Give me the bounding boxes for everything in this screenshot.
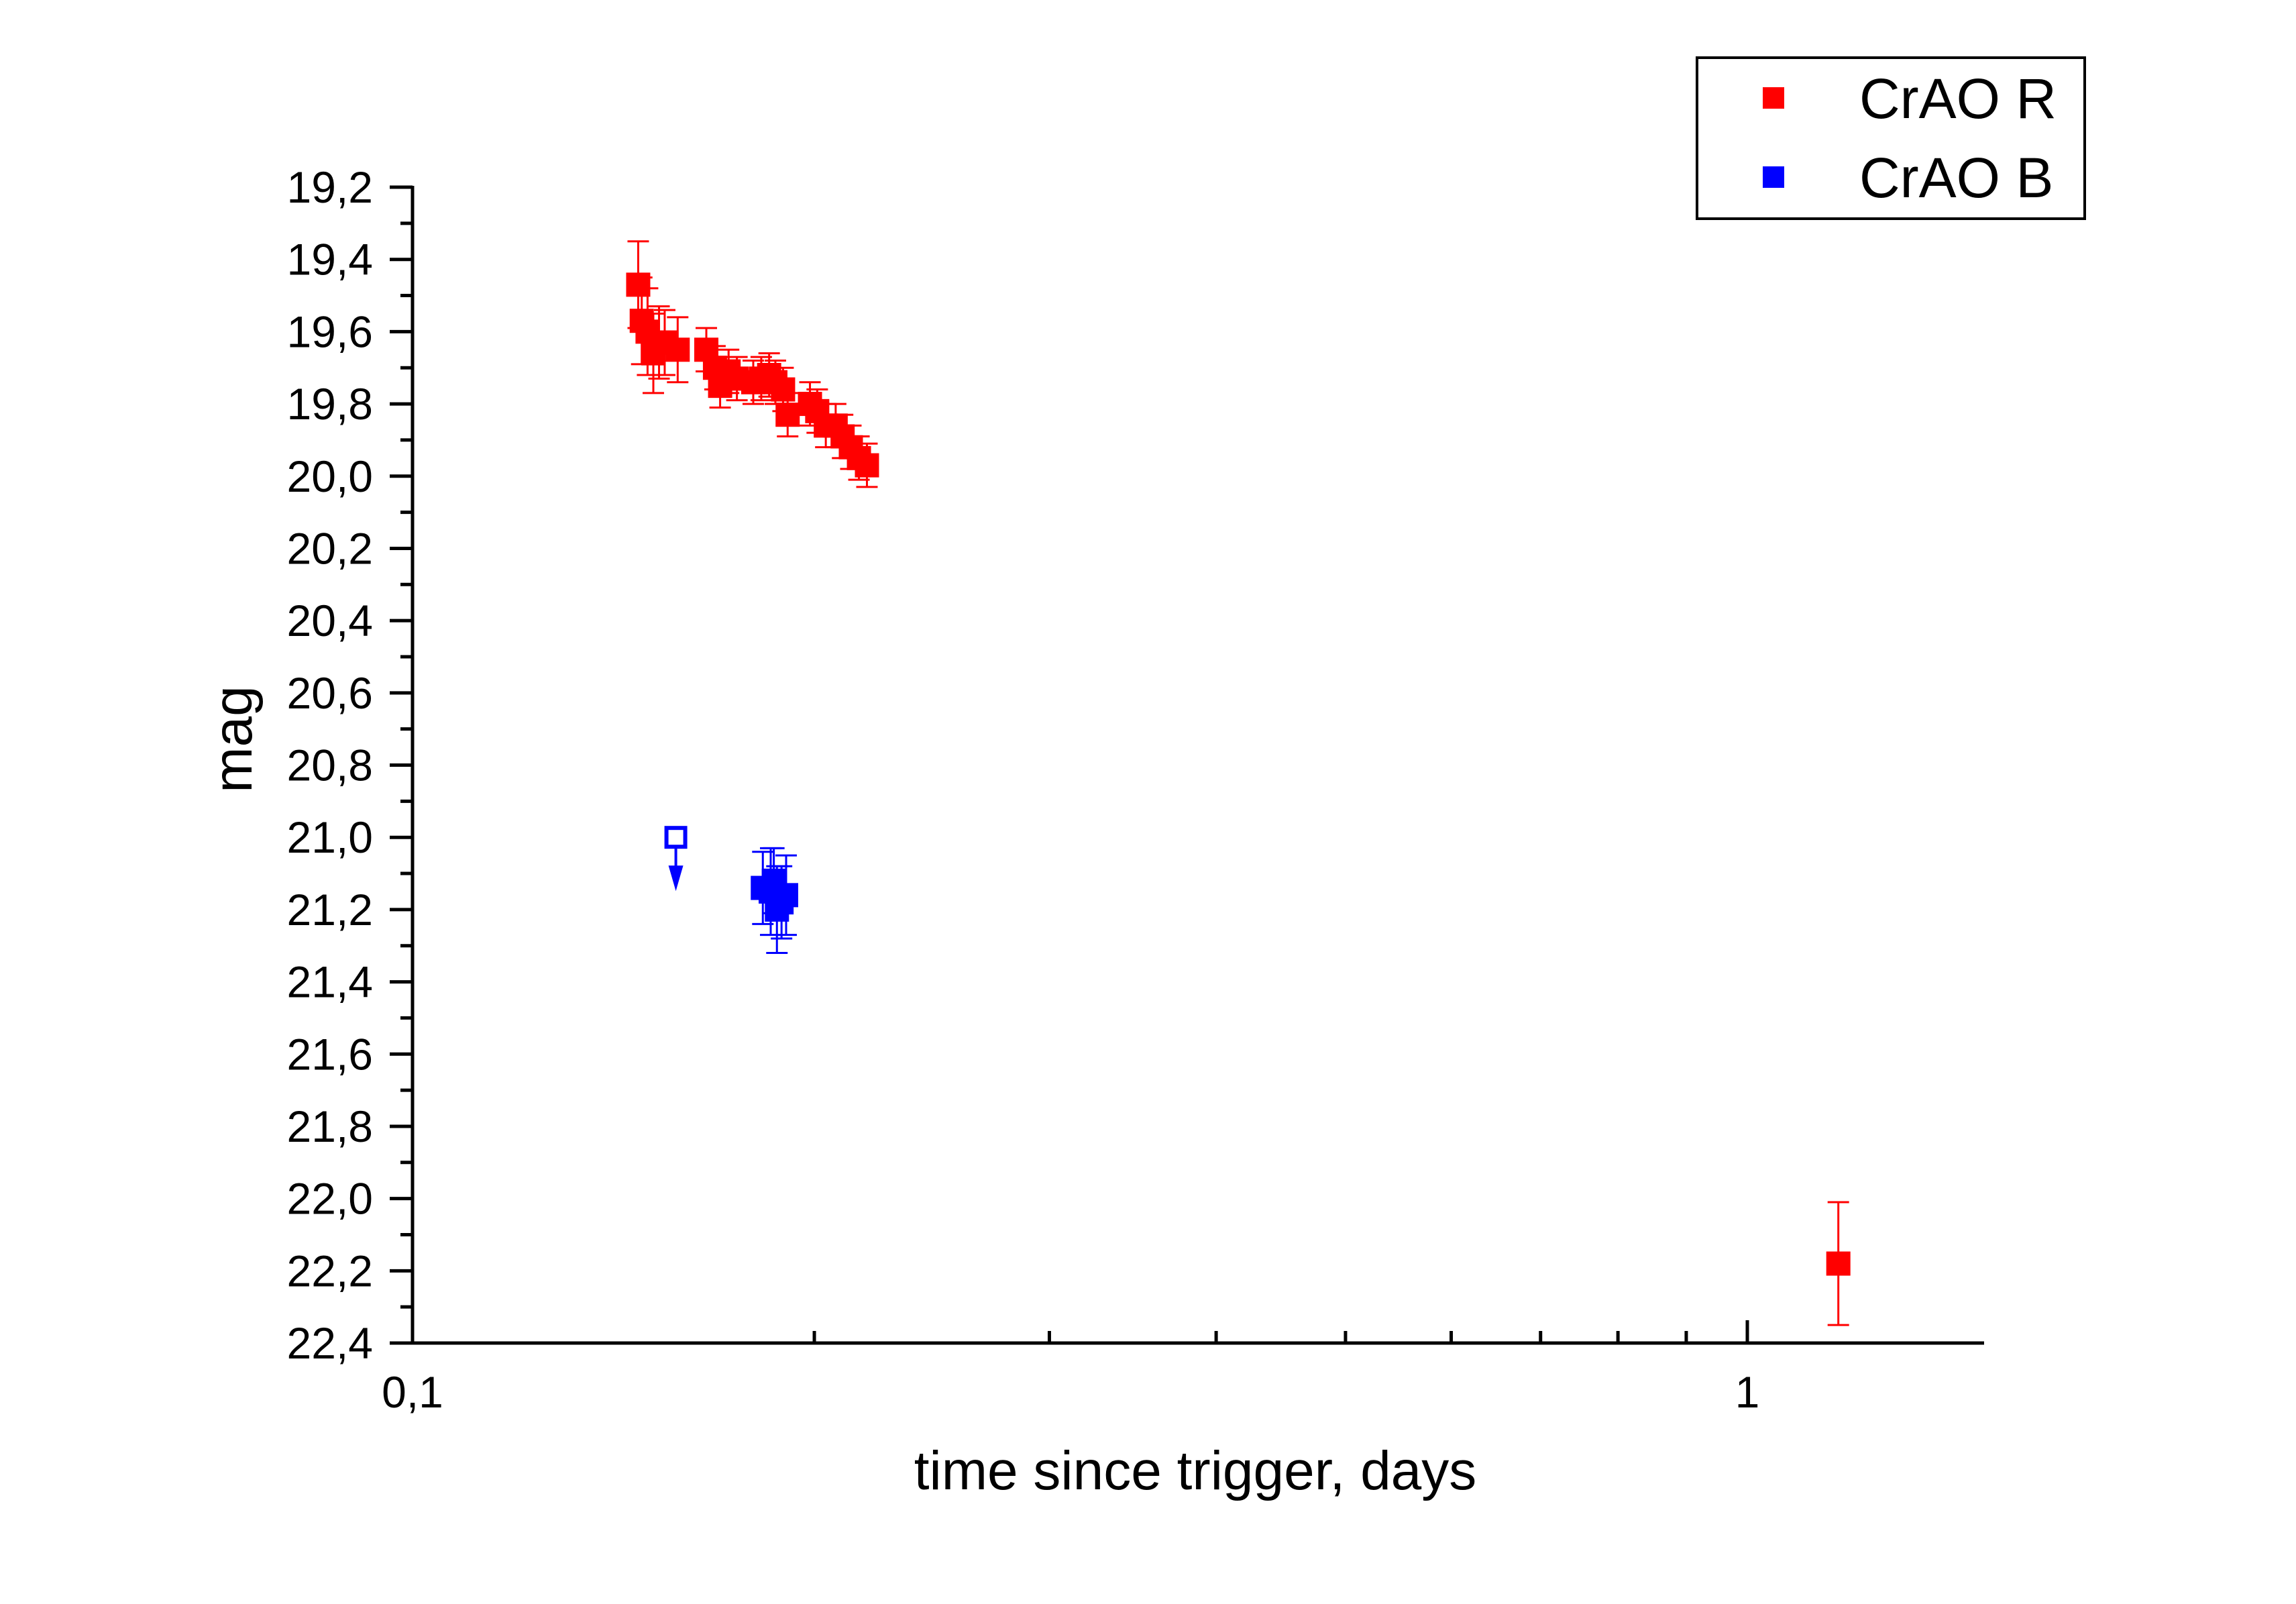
crao-b-marker bbox=[773, 883, 798, 908]
y-tick-label: 21,8 bbox=[287, 1102, 373, 1151]
y-tick-label: 22,4 bbox=[287, 1318, 373, 1368]
crao-r-point bbox=[665, 316, 690, 384]
legend-swatch-crao-r bbox=[1763, 87, 1784, 109]
y-tick-label: 19,2 bbox=[287, 162, 373, 212]
crao-b-upper-limit bbox=[664, 826, 688, 892]
x-axis-title: time since trigger, days bbox=[914, 1440, 1477, 1501]
axes: 19,2 19,4 19,6 19,8 20,0 20,2 20,4 20,6 20,8 21,0… bbox=[287, 162, 1984, 1417]
y-tick-label: 19,6 bbox=[287, 307, 373, 356]
crao-r-marker bbox=[855, 453, 879, 478]
crao-r-point bbox=[855, 442, 879, 488]
legend-label-crao-r: CrAO R bbox=[1859, 67, 2057, 130]
y-tick-label: 21,2 bbox=[287, 885, 373, 934]
plot-markers bbox=[626, 240, 1851, 1326]
legend: CrAO R CrAO B bbox=[1696, 56, 2086, 220]
x-tick-label: 1 bbox=[1735, 1367, 1760, 1417]
y-tick-label: 20,4 bbox=[287, 596, 373, 645]
y-tick-label: 21,6 bbox=[287, 1029, 373, 1079]
crao-r-marker bbox=[771, 377, 796, 402]
y-tick-label: 21,4 bbox=[287, 957, 373, 1007]
y-tick-label: 22,0 bbox=[287, 1174, 373, 1224]
crao-b-open-marker bbox=[664, 826, 688, 849]
crao-b-point bbox=[773, 854, 798, 937]
legend-box bbox=[1696, 56, 2086, 220]
y-tick-label: 20,6 bbox=[287, 668, 373, 718]
legend-swatch-crao-b bbox=[1763, 166, 1784, 188]
legend-label-crao-b: CrAO B bbox=[1859, 146, 2053, 209]
crao-r-point bbox=[775, 392, 800, 438]
x-tick-label: 0,1 bbox=[382, 1367, 443, 1417]
y-tick-label: 20,8 bbox=[287, 741, 373, 790]
crao-b-limit-arrow-head bbox=[668, 865, 684, 892]
y-tick-label: 19,4 bbox=[287, 235, 373, 284]
y-tick-label: 22,2 bbox=[287, 1246, 373, 1295]
y-tick-label: 20,2 bbox=[287, 523, 373, 573]
crao-r-marker bbox=[775, 403, 800, 427]
y-axis-title: mag bbox=[203, 686, 264, 793]
crao-r-point bbox=[771, 366, 796, 413]
y-tick-label: 20,0 bbox=[287, 451, 373, 501]
y-tick-label: 19,8 bbox=[287, 379, 373, 429]
y-tick-label: 21,0 bbox=[287, 812, 373, 862]
crao-r-marker bbox=[1826, 1251, 1851, 1276]
crao-r-point bbox=[1826, 1201, 1851, 1326]
crao-r-marker bbox=[665, 337, 690, 362]
